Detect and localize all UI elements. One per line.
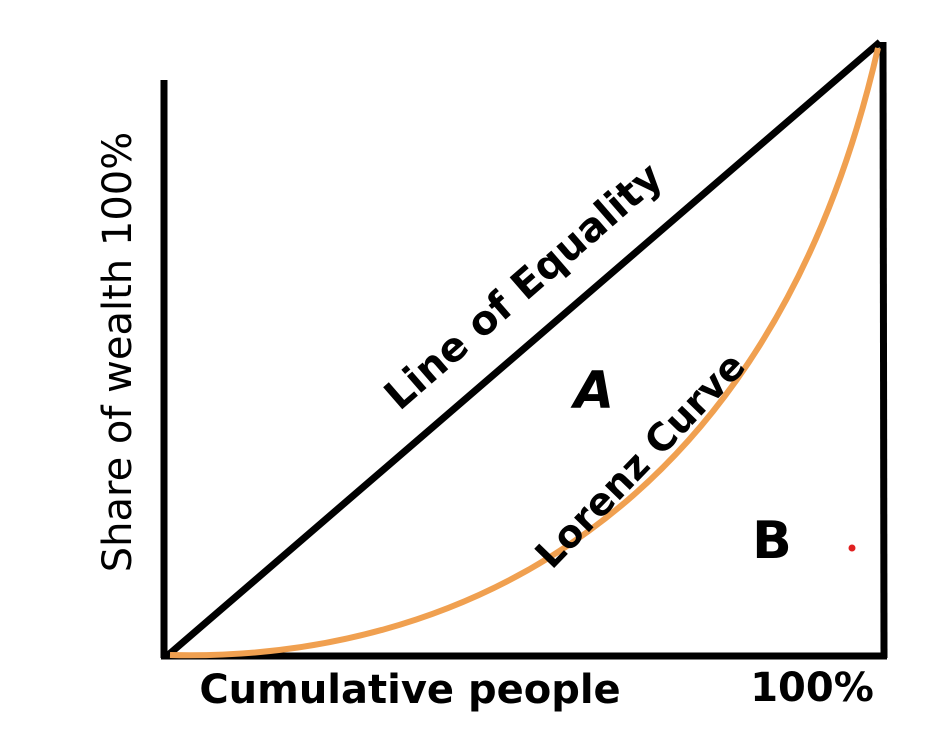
x-axis-label: Cumulative people — [199, 667, 620, 713]
x-axis-end-label: 100% — [750, 665, 874, 711]
region-b-label: B — [752, 511, 792, 571]
y-axis-label: Share of wealth 100% — [95, 132, 141, 572]
red-dot — [848, 544, 856, 552]
lorenz-curve — [169, 47, 881, 659]
equality-line — [164, 39, 883, 659]
right-edge — [879, 41, 888, 659]
region-a-label: A — [570, 361, 614, 421]
